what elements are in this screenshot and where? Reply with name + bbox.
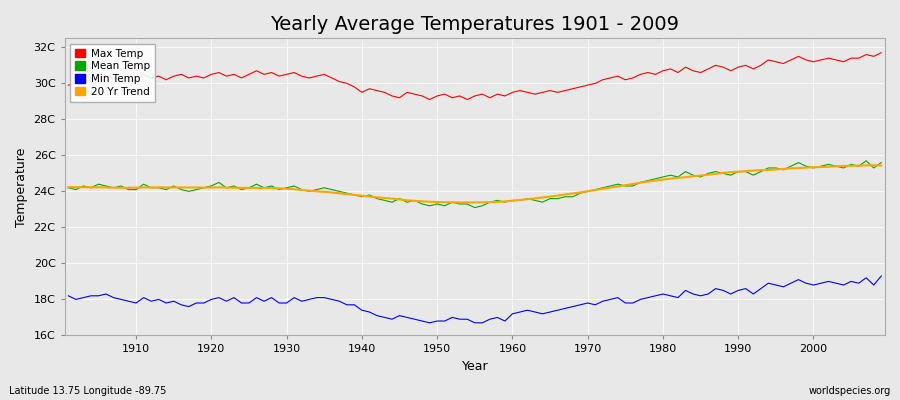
X-axis label: Year: Year (462, 360, 488, 373)
Title: Yearly Average Temperatures 1901 - 2009: Yearly Average Temperatures 1901 - 2009 (270, 15, 680, 34)
20 Yr Trend (334, 191, 345, 196)
Mean Temp (515, 198, 526, 203)
Mean Temp (123, 187, 134, 192)
20 Yr Trend (507, 198, 517, 203)
Mean Temp (334, 189, 345, 194)
20 Yr Trend (462, 200, 472, 205)
Max Temp (605, 76, 616, 80)
Mean Temp (63, 185, 74, 190)
Min Temp (515, 310, 526, 314)
20 Yr Trend (515, 198, 526, 202)
Line: Max Temp: Max Temp (68, 53, 881, 100)
Min Temp (123, 299, 134, 304)
Max Temp (123, 79, 134, 84)
Min Temp (334, 299, 345, 304)
Text: worldspecies.org: worldspecies.org (809, 386, 891, 396)
Line: Mean Temp: Mean Temp (68, 161, 881, 208)
Line: 20 Yr Trend: 20 Yr Trend (68, 165, 881, 202)
Min Temp (289, 295, 300, 300)
Legend: Max Temp, Mean Temp, Min Temp, 20 Yr Trend: Max Temp, Mean Temp, Min Temp, 20 Yr Tre… (70, 44, 155, 102)
20 Yr Trend (289, 187, 300, 192)
20 Yr Trend (605, 185, 616, 190)
Max Temp (289, 70, 300, 75)
Max Temp (876, 50, 886, 55)
Max Temp (424, 97, 435, 102)
Max Temp (515, 88, 526, 93)
Line: Min Temp: Min Temp (68, 276, 881, 323)
Mean Temp (876, 160, 886, 165)
Min Temp (605, 297, 616, 302)
Min Temp (507, 312, 517, 316)
Max Temp (334, 79, 345, 84)
20 Yr Trend (876, 163, 886, 168)
Mean Temp (507, 198, 517, 203)
Min Temp (876, 274, 886, 278)
Max Temp (507, 90, 517, 95)
Mean Temp (605, 184, 616, 188)
Text: Latitude 13.75 Longitude -89.75: Latitude 13.75 Longitude -89.75 (9, 386, 166, 396)
Y-axis label: Temperature: Temperature (15, 147, 28, 226)
20 Yr Trend (868, 163, 879, 168)
Min Temp (424, 320, 435, 325)
20 Yr Trend (123, 185, 134, 190)
Mean Temp (470, 205, 481, 210)
Mean Temp (289, 184, 300, 188)
Min Temp (63, 294, 74, 298)
Mean Temp (860, 158, 871, 163)
20 Yr Trend (63, 185, 74, 190)
Max Temp (63, 83, 74, 88)
